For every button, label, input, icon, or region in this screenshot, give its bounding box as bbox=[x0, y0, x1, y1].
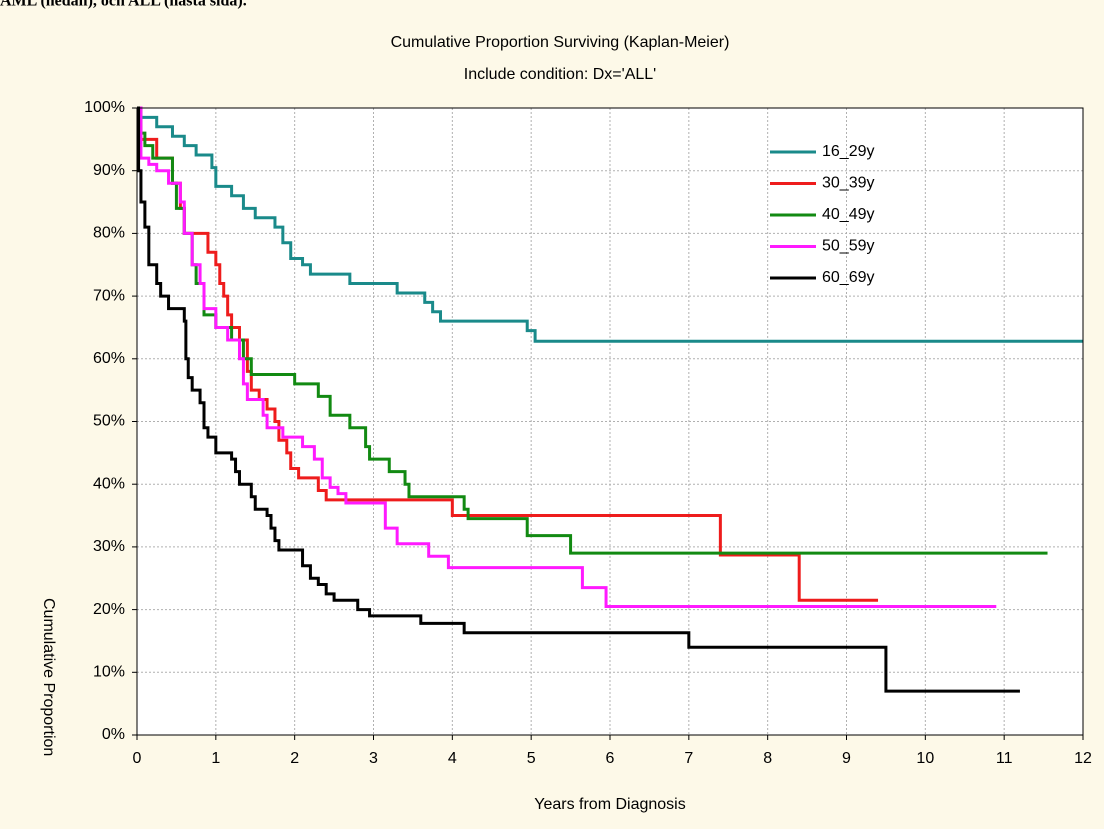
y-tick-label: 60% bbox=[93, 350, 125, 367]
y-tick-label: 100% bbox=[84, 99, 125, 116]
legend-label: 50_59y bbox=[822, 238, 875, 255]
survival-curve bbox=[137, 106, 997, 608]
y-tick-label: 70% bbox=[93, 287, 125, 304]
x-tick-label: 7 bbox=[684, 750, 693, 767]
legend-label: 60_69y bbox=[822, 269, 875, 286]
y-tick-label: 40% bbox=[93, 475, 125, 492]
y-tick-label: 90% bbox=[93, 162, 125, 179]
x-tick-label: 3 bbox=[369, 750, 378, 767]
x-tick-label: 1 bbox=[211, 750, 220, 767]
y-tick-label: 30% bbox=[93, 538, 125, 555]
x-tick-label: 5 bbox=[527, 750, 536, 767]
x-axis-label: Years from Diagnosis bbox=[534, 796, 685, 813]
legend-label: 16_29y bbox=[822, 143, 875, 160]
plot-frame bbox=[136, 107, 1084, 736]
x-tick-label: 8 bbox=[763, 750, 772, 767]
x-tick-label: 0 bbox=[133, 750, 142, 767]
x-tick-label: 11 bbox=[996, 750, 1013, 767]
y-tick-label: 20% bbox=[93, 601, 125, 618]
legend-label: 30_39y bbox=[822, 175, 875, 192]
x-tick-label: 6 bbox=[606, 750, 615, 767]
y-axis-label: Cumulative Proportion bbox=[40, 598, 57, 756]
y-tick-label: 80% bbox=[93, 225, 125, 242]
y-tick-label: 0% bbox=[102, 726, 125, 743]
chart-subtitle: Include condition: Dx='ALL' bbox=[464, 66, 656, 83]
caption: AML (nedan), och ALL (nästa sida). bbox=[0, 0, 247, 10]
x-tick-label: 12 bbox=[1074, 750, 1092, 767]
x-tick-label: 9 bbox=[842, 750, 851, 767]
survival-curve bbox=[137, 106, 1083, 343]
legend-label: 40_49y bbox=[822, 206, 875, 223]
x-tick-label: 10 bbox=[916, 750, 934, 767]
y-tick-label: 50% bbox=[93, 413, 125, 430]
survival-curve bbox=[137, 106, 1020, 693]
x-tick-label: 2 bbox=[290, 750, 299, 767]
x-tick-label: 4 bbox=[448, 750, 457, 767]
y-tick-label: 10% bbox=[93, 664, 125, 681]
chart-title: Cumulative Proportion Surviving (Kaplan-… bbox=[391, 34, 730, 51]
